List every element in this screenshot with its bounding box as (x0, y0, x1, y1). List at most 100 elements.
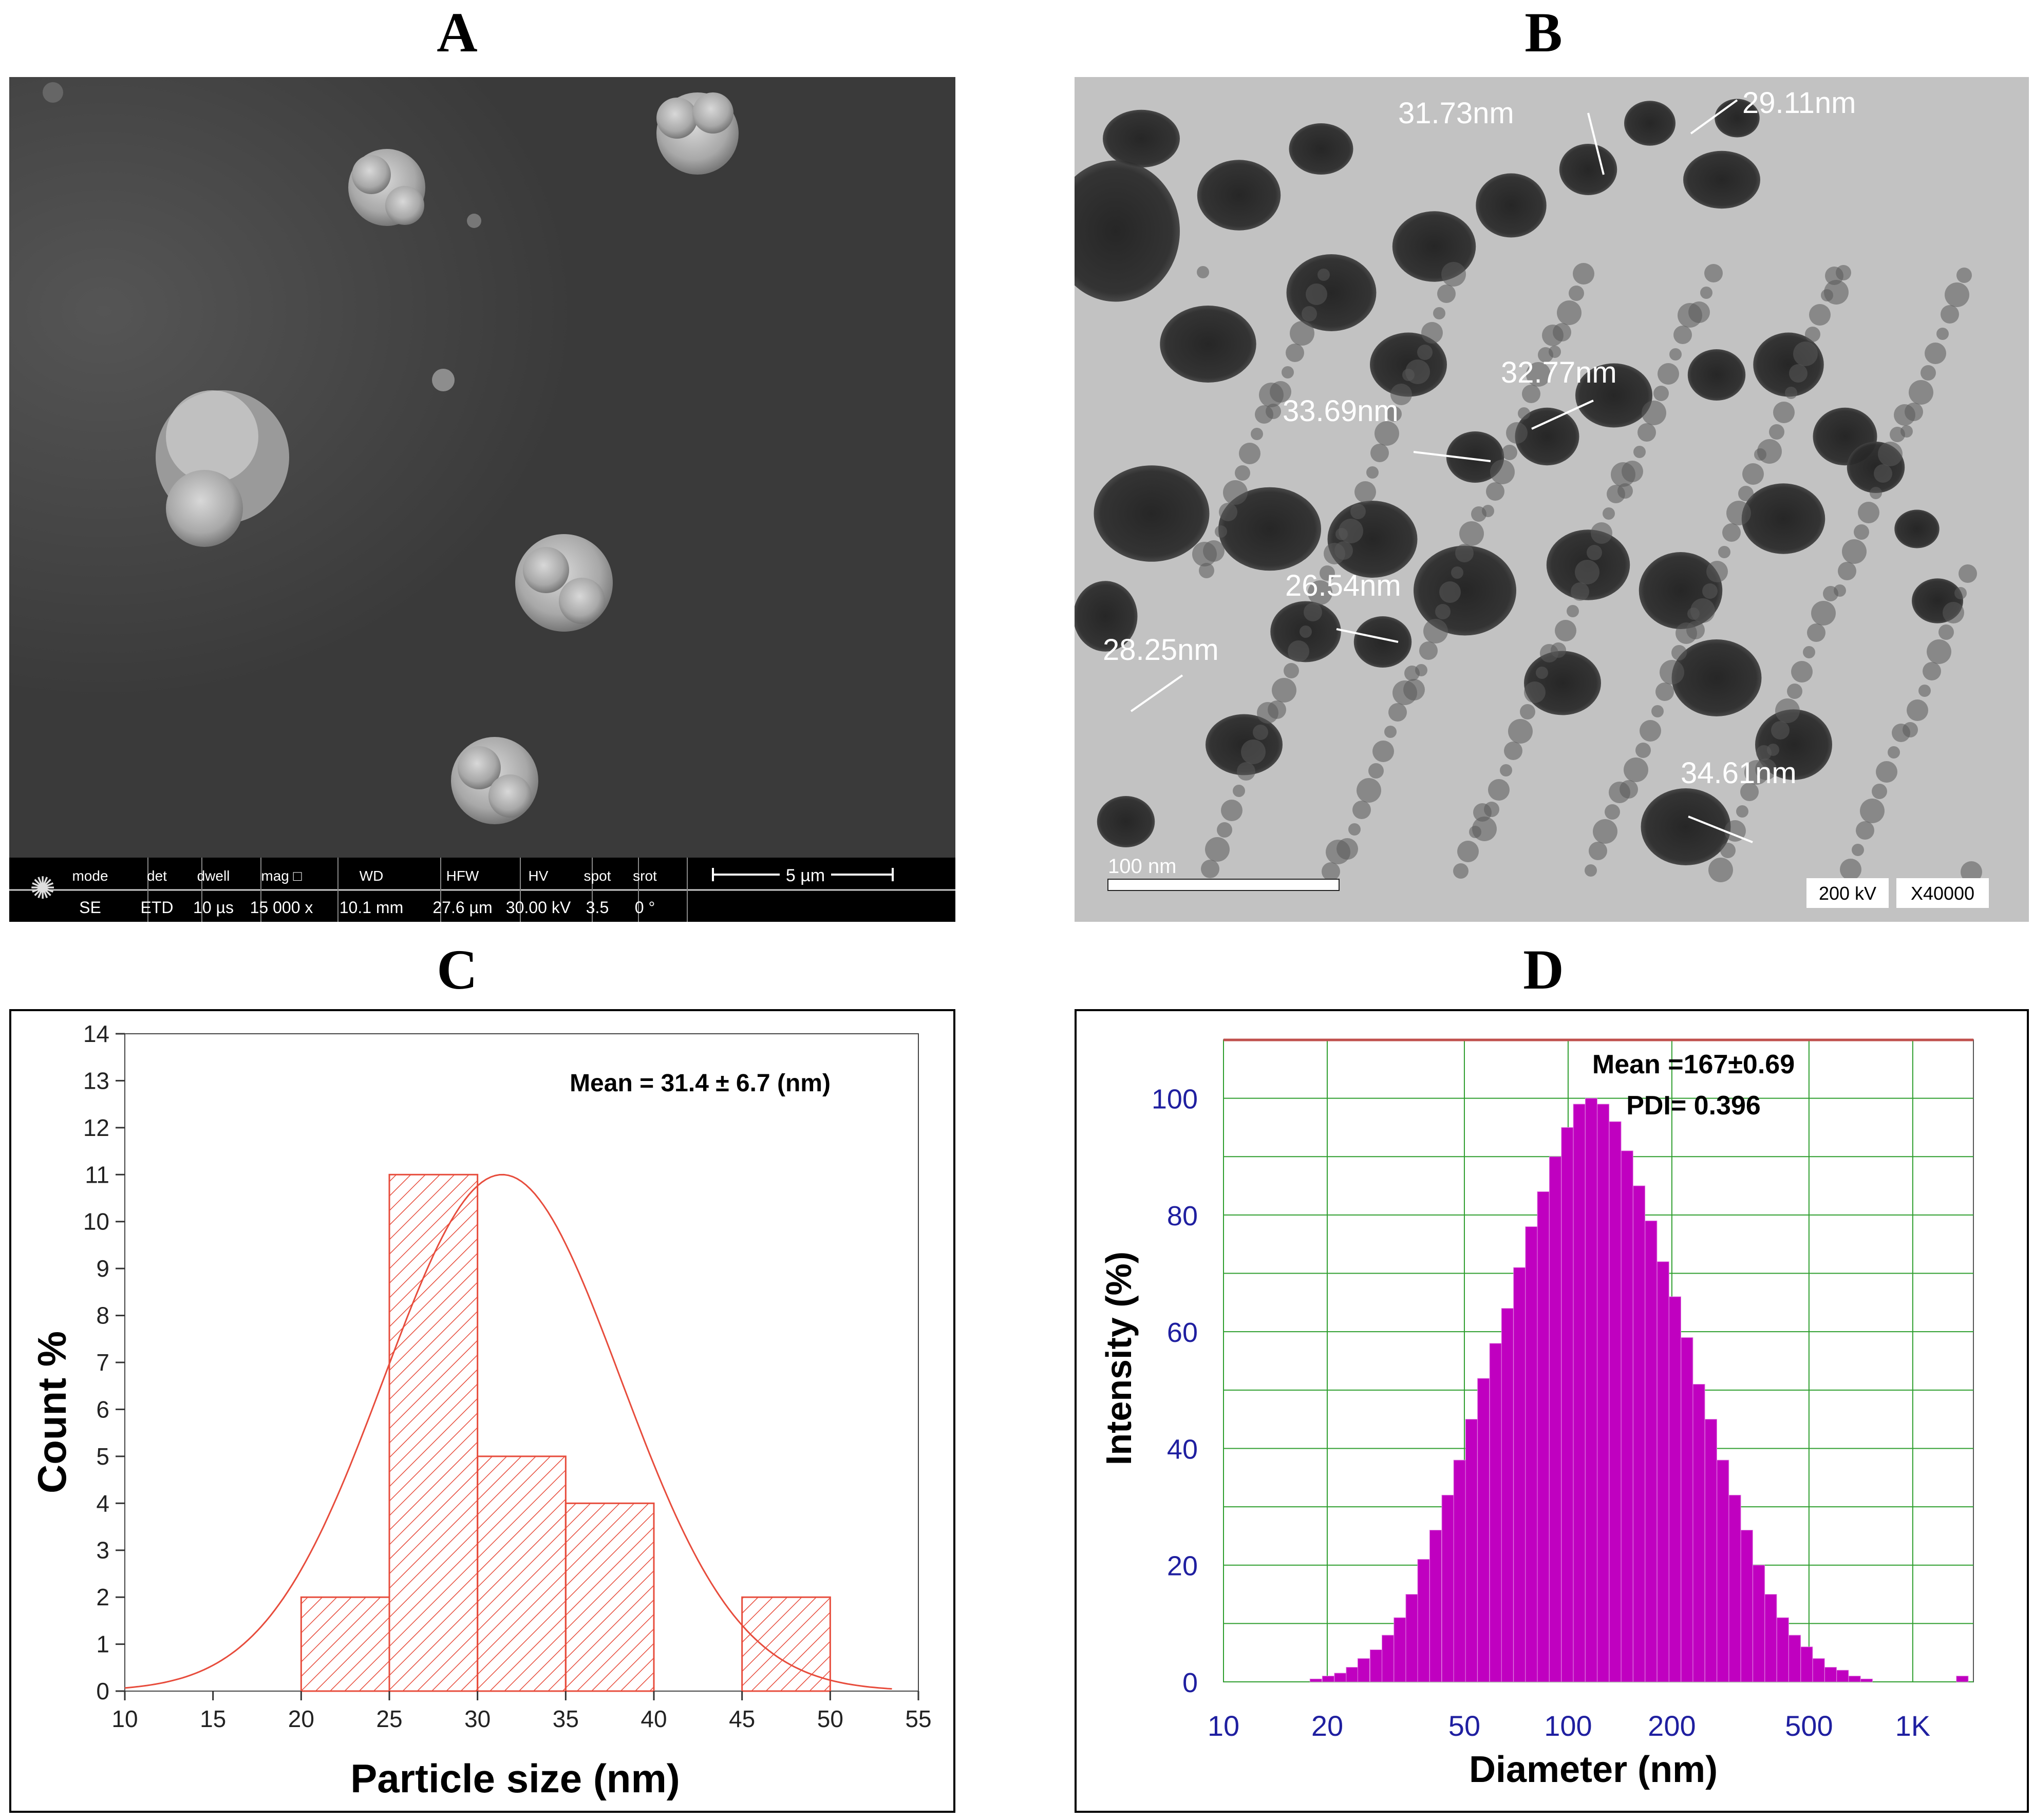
sem-info-bar: ✺ mode det dwell mag □ WD HFW HV spot srot SE ETD… (9, 858, 955, 922)
tem-small-particle (1700, 287, 1712, 299)
y-tick-label: 4 (96, 1490, 109, 1516)
tem-particle (1753, 332, 1824, 397)
tem-small-particle (1754, 448, 1766, 461)
tem-small-particle (1704, 264, 1723, 282)
tem-small-particle (1671, 645, 1687, 660)
tem-small-particle (1286, 344, 1304, 362)
tem-small-particle (1687, 608, 1700, 620)
tem-particle (1197, 160, 1281, 231)
distribution-bar (1764, 1594, 1777, 1682)
sem-micrograph: ✺ mode det dwell mag □ WD HFW HV spot srot SE ETD… (9, 77, 955, 922)
tem-small-particle (1890, 427, 1905, 442)
tem-small-particle (1235, 465, 1250, 481)
x-tick-label: 50 (1448, 1710, 1480, 1742)
distribution-bar (1836, 1670, 1849, 1682)
tem-small-particle (1938, 624, 1954, 640)
tem-small-particle (1943, 602, 1964, 623)
tem-small-particle (1811, 601, 1836, 625)
tem-small-particle (1255, 405, 1273, 424)
tem-small-particle (1300, 625, 1312, 638)
distribution-bar (1382, 1635, 1395, 1682)
tem-small-particle (1490, 460, 1515, 484)
y-tick-label: 3 (96, 1537, 109, 1564)
tem-particle (1218, 487, 1321, 571)
distribution-bar (1860, 1678, 1873, 1682)
y-tick-label: 20 (1167, 1551, 1198, 1582)
distribution-bar (1501, 1308, 1514, 1682)
sem-info-value: ETD (141, 898, 174, 917)
tem-small-particle (1435, 604, 1451, 619)
tem-small-particle (1823, 586, 1838, 601)
distribution-bar (1585, 1098, 1597, 1682)
tem-small-particle (1945, 282, 1969, 307)
sem-info-value: 27.6 µm (432, 898, 492, 917)
tem-small-particle (1237, 762, 1255, 781)
tem-small-particle (1635, 743, 1651, 758)
tem-small-particle (1653, 386, 1669, 401)
y-tick-label: 6 (96, 1396, 109, 1423)
distribution-bar (1728, 1494, 1741, 1682)
tem-small-particle (1335, 528, 1348, 540)
tem-particle (1894, 509, 1940, 548)
tem-small-particle (1488, 779, 1510, 801)
tem-small-particle (1860, 799, 1885, 823)
y-tick-label: 12 (83, 1114, 109, 1141)
tem-small-particle (1486, 482, 1504, 501)
tem-small-particle (1538, 347, 1553, 363)
tem-small-particle (1322, 862, 1340, 881)
distribution-bar (1704, 1419, 1717, 1682)
tem-small-particle (1419, 641, 1438, 660)
tem-small-particle (1524, 681, 1546, 703)
sem-info-header: mode (72, 868, 108, 884)
tem-small-particle (1589, 842, 1607, 860)
tem-particle (1073, 581, 1138, 652)
tem-small-particle (1288, 640, 1309, 662)
tem-particle (1671, 639, 1762, 716)
tem-small-particle (1936, 328, 1949, 340)
x-axis-title: Diameter (nm) (1469, 1749, 1718, 1790)
tem-small-particle (1290, 321, 1314, 346)
tem-particle (1683, 150, 1760, 209)
tem-small-particle (1308, 580, 1332, 605)
distribution-bar (1334, 1673, 1347, 1682)
tem-small-particle (1870, 487, 1882, 499)
tem-small-particle (1876, 761, 1897, 783)
tem-small-particle (1722, 523, 1741, 542)
tem-small-particle (1787, 684, 1802, 699)
y-tick-label: 11 (85, 1161, 109, 1188)
x-tick-label: 20 (1311, 1710, 1343, 1742)
tem-small-particle (1669, 348, 1682, 361)
tem-small-particle (1567, 605, 1579, 617)
distribution-bar (1776, 1617, 1789, 1682)
tem-small-particle (1603, 507, 1615, 520)
tem-small-particle (1500, 764, 1512, 776)
tem-small-particle (1386, 406, 1402, 422)
tem-measurements: 31.73nm 29.11nm 32.77nm 33.69nm 26.54nm … (1103, 86, 1856, 843)
y-tick-label: 7 (96, 1349, 109, 1376)
x-tick-label: 40 (641, 1705, 667, 1732)
sem-scale-bar-label: 5 µm (786, 866, 825, 885)
tem-particle (1094, 465, 1210, 562)
tem-small-particle (1372, 741, 1394, 762)
tem-small-particle (1821, 289, 1833, 301)
tem-small-particle (1423, 619, 1448, 643)
panel-label-c: C (437, 938, 478, 1001)
tem-small-particle (1239, 443, 1260, 464)
distribution-bar (1645, 1220, 1658, 1682)
tem-small-particle (1215, 525, 1227, 538)
tem-small-particle (1522, 385, 1540, 403)
tem-small-particle (1658, 363, 1679, 385)
tem-small-particle (1259, 383, 1284, 407)
tem-small-particle (1605, 804, 1620, 820)
tem-small-particle (1706, 561, 1728, 582)
x-tick-label: 55 (905, 1705, 931, 1732)
tem-small-particle (1593, 819, 1617, 844)
sem-info-value: SE (79, 898, 101, 917)
tem-small-particle (1611, 462, 1635, 487)
tem-small-particle (1284, 663, 1299, 678)
tem-small-particle (1453, 863, 1469, 879)
histogram-bar (388, 1173, 479, 1692)
sem-info-value: 10.1 mm (340, 898, 403, 917)
tem-small-particle (1773, 402, 1795, 423)
tem-small-particle (1526, 362, 1551, 387)
